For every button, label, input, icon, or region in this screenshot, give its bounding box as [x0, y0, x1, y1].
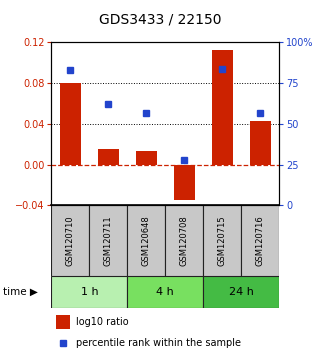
Text: GSM120708: GSM120708 — [180, 215, 189, 266]
Text: GDS3433 / 22150: GDS3433 / 22150 — [99, 12, 222, 27]
Text: GSM120648: GSM120648 — [142, 215, 151, 266]
Bar — [56, 315, 70, 329]
Text: 1 h: 1 h — [81, 287, 98, 297]
Text: GSM120716: GSM120716 — [256, 215, 265, 266]
Text: percentile rank within the sample: percentile rank within the sample — [76, 338, 241, 348]
Bar — [60, 83, 81, 165]
Text: GSM120711: GSM120711 — [104, 215, 113, 266]
Bar — [127, 276, 203, 308]
Bar — [136, 152, 157, 165]
Bar — [241, 205, 279, 276]
Text: time ▶: time ▶ — [3, 287, 38, 297]
Text: 4 h: 4 h — [156, 287, 174, 297]
Bar — [51, 276, 127, 308]
Text: GSM120710: GSM120710 — [66, 215, 75, 266]
Bar — [98, 149, 119, 165]
Bar — [203, 205, 241, 276]
Bar — [51, 205, 89, 276]
Bar — [89, 205, 127, 276]
Text: 24 h: 24 h — [229, 287, 254, 297]
Bar — [165, 205, 203, 276]
Text: GSM120715: GSM120715 — [218, 215, 227, 266]
Bar — [212, 50, 233, 165]
Bar — [203, 276, 279, 308]
Text: log10 ratio: log10 ratio — [76, 318, 129, 327]
Bar — [250, 121, 271, 165]
Bar — [174, 165, 195, 200]
Bar — [127, 205, 165, 276]
